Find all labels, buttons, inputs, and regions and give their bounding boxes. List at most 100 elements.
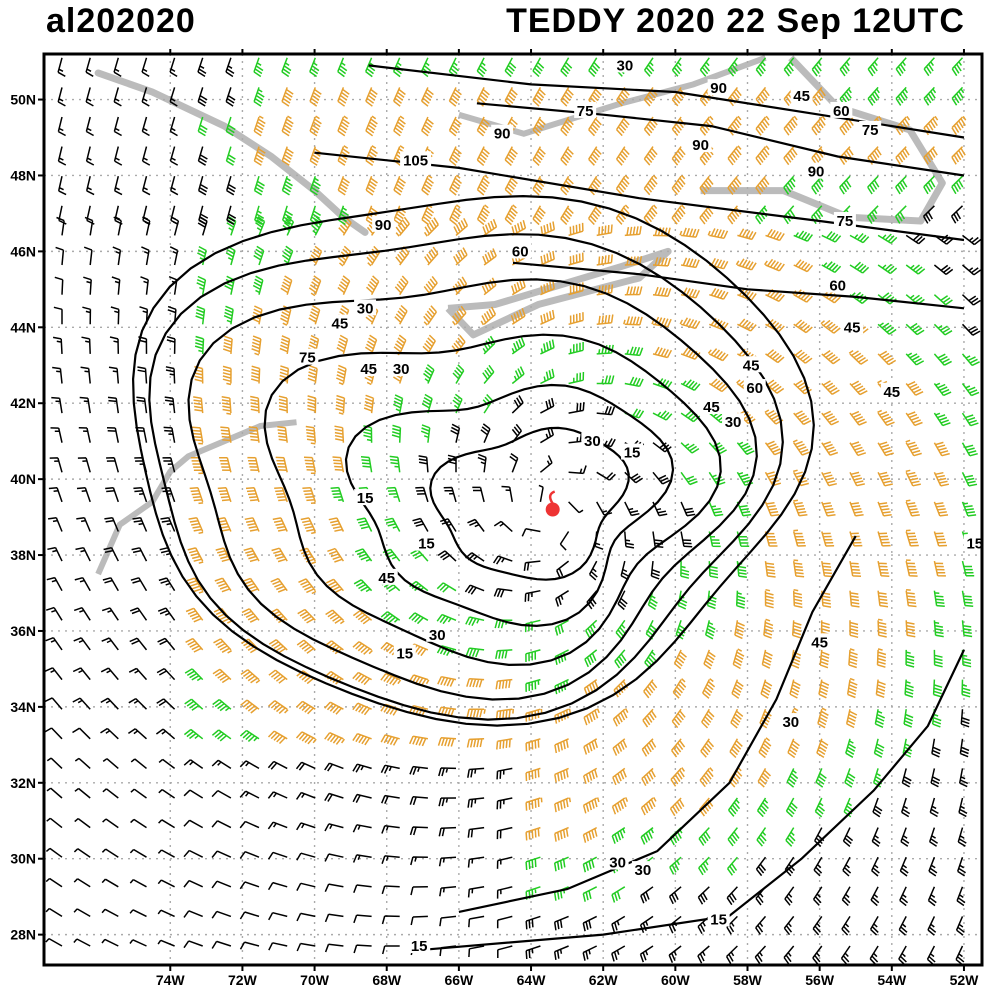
wind-barb [758, 737, 772, 759]
contour-label-bg [393, 644, 416, 661]
wind-barb [72, 727, 91, 740]
wind-barb [540, 280, 555, 296]
wind-barb [157, 909, 175, 918]
wind-barb [113, 87, 122, 107]
wind-barb [554, 797, 572, 813]
wind-barb [222, 335, 233, 354]
contour-label-bg [581, 432, 604, 449]
wind-barb [409, 765, 428, 775]
wind-barb [451, 335, 466, 355]
wind-barb [83, 276, 92, 295]
lat-tick-label: 38N [10, 547, 36, 563]
wind-barb [421, 393, 433, 414]
wind-barb [309, 57, 320, 78]
contour-label-bg [491, 124, 514, 141]
wind-barb [225, 57, 235, 78]
wind-barb [596, 375, 615, 385]
wind-barb [905, 294, 925, 305]
wind-barb [364, 334, 378, 355]
wind-barb [477, 453, 487, 473]
wind-barb [842, 827, 854, 847]
contour-label: 30 [357, 300, 374, 317]
wind-barb [100, 667, 119, 681]
wind-barb [352, 671, 372, 686]
wind-barb [841, 915, 851, 936]
wind-barb [765, 228, 785, 242]
wind-barb [421, 116, 434, 137]
wind-barb [193, 396, 204, 414]
wind-barb [540, 309, 555, 325]
wind-barb [699, 115, 714, 136]
wind-barb [785, 797, 798, 818]
wind-barb [616, 86, 630, 107]
wind-barb [297, 608, 316, 624]
wind-barb [871, 856, 880, 877]
wind-barb [215, 547, 232, 563]
wind-barb [582, 945, 598, 961]
wind-barb [640, 796, 657, 816]
wind-barb [904, 679, 914, 698]
wind-barb [787, 738, 800, 759]
wind-barb [131, 547, 148, 562]
wind-barb [961, 323, 981, 336]
wind-barb [421, 174, 434, 196]
wind-barb [784, 856, 795, 877]
wind-barb [308, 275, 322, 297]
wind-barb [672, 678, 687, 699]
wind-barb [650, 561, 661, 580]
wind-barb [281, 57, 292, 78]
wind-barb [157, 607, 176, 621]
wind-barb [467, 518, 485, 532]
map-title: TEDDY 2020 22 Sep 12UTC [506, 2, 965, 40]
wind-barb [45, 877, 63, 888]
wind-barb [211, 910, 232, 919]
wind-barb [652, 257, 672, 267]
wind-barb [615, 146, 630, 166]
wind-barb [225, 175, 236, 196]
wind-barb [583, 678, 599, 697]
wind-barb [214, 577, 232, 593]
wind-barb [643, 204, 658, 225]
wind-barb [129, 607, 148, 621]
wind-barb [239, 851, 260, 859]
wind-barb [324, 732, 345, 745]
wind-barb [130, 758, 147, 769]
wind-barb [647, 590, 658, 611]
wind-barb [452, 393, 463, 414]
wind-barb [785, 827, 796, 847]
wind-barb [141, 57, 150, 78]
wind-barb [821, 231, 842, 243]
wind-barb [418, 455, 429, 473]
wind-barb [223, 305, 234, 325]
wind-barb [466, 678, 485, 688]
wind-barb [156, 698, 176, 710]
wind-barb [905, 264, 926, 275]
wind-barb [420, 87, 434, 107]
wind-barb [821, 349, 841, 365]
wind-barb [106, 426, 120, 443]
lat-tick-label: 42N [10, 395, 36, 411]
wind-barb [305, 425, 317, 445]
wind-barb [437, 706, 457, 717]
wind-barb [352, 793, 372, 803]
wind-barb [303, 456, 317, 475]
wind-barb [453, 217, 469, 236]
wind-barb [194, 335, 205, 354]
wind-barb [764, 501, 780, 517]
wind-barb [588, 560, 598, 581]
lon-tick-label: 70W [300, 972, 330, 988]
wind-barb [158, 758, 176, 769]
wind-barb [611, 826, 626, 844]
contour-label-bg [375, 568, 398, 585]
wind-barb [253, 245, 265, 266]
wind-barb [902, 738, 913, 758]
wind-barb [680, 442, 700, 454]
lon-tick-label: 60W [661, 972, 691, 988]
wind-barb [253, 175, 265, 196]
wind-barb [792, 588, 803, 609]
wind-barb [756, 797, 769, 818]
wind-barb [466, 738, 485, 748]
wind-barb [128, 667, 148, 681]
wind-barb [187, 547, 204, 564]
wind-barb [639, 945, 654, 963]
